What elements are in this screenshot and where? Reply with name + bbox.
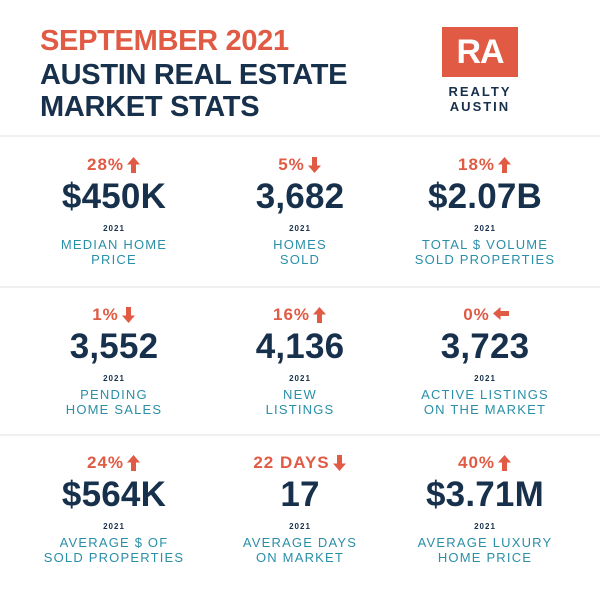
change-value: 1% <box>92 305 119 324</box>
stat-label-line-2: SOLD PROPERTIES <box>414 252 556 267</box>
arrow-up-icon <box>497 156 512 174</box>
change-indicator: 22 DAYS <box>200 453 400 473</box>
stat-card: 0% 3,723 2021 ACTIVE LISTINGS ON THE MARKET <box>385 288 585 438</box>
stat-label-line-2: LISTINGS <box>265 402 335 417</box>
stat-value: $564K <box>61 475 167 514</box>
stat-label-line-1: ACTIVE LISTINGS <box>421 387 549 402</box>
divider <box>0 286 600 288</box>
divider <box>0 135 600 137</box>
stat-card: 18% $2.07B 2021 TOTAL $ VOLUME SOLD PROPERTI… <box>385 138 585 288</box>
stat-label-line-1: PENDING <box>80 387 148 402</box>
stat-year: 2021 <box>289 522 311 531</box>
change-value: 22 DAYS <box>253 453 330 472</box>
stat-card: 1% 3,552 2021 PENDING HOME SALES <box>14 288 214 438</box>
change-value: 18% <box>457 155 496 174</box>
stat-label-line-1: NEW <box>283 387 317 402</box>
change-indicator: 1% <box>14 305 214 325</box>
stat-value: $450K <box>61 177 167 216</box>
stat-year: 2021 <box>289 224 311 233</box>
stat-label: TOTAL $ VOLUME SOLD PROPERTIES <box>385 237 585 267</box>
title-line-3: MARKET STATS <box>40 91 260 123</box>
stat-label-line-1: AVERAGE LUXURY <box>417 535 553 550</box>
stat-value: 17 <box>280 475 320 514</box>
stat-value: 4,136 <box>255 327 345 366</box>
stat-label: ACTIVE LISTINGS ON THE MARKET <box>385 387 585 417</box>
arrow-up-icon <box>497 454 512 472</box>
change-value: 5% <box>278 155 305 174</box>
title-month: SEPTEMBER 2021 <box>40 25 289 57</box>
stat-label: PENDING HOME SALES <box>14 387 214 417</box>
stat-label: AVERAGE $ OF SOLD PROPERTIES <box>14 535 214 565</box>
arrow-up-icon <box>312 306 327 324</box>
stat-label-line-1: AVERAGE DAYS <box>242 535 358 550</box>
arrow-up-icon <box>126 454 141 472</box>
arrow-left-icon <box>492 306 509 324</box>
arrow-up-icon <box>126 156 141 174</box>
change-value: 24% <box>86 453 125 472</box>
change-value: 0% <box>463 305 490 324</box>
realty-austin-logo: RA <box>442 27 518 77</box>
stat-card: 22 DAYS 17 2021 AVERAGE DAYS ON MARKET <box>200 436 400 586</box>
stat-card: 16% 4,136 2021 NEW LISTINGS <box>200 288 400 438</box>
stat-card: 28% $450K 2021 MEDIAN HOME PRICE <box>14 138 214 288</box>
stat-label: AVERAGE DAYS ON MARKET <box>200 535 400 565</box>
change-indicator: 0% <box>385 305 585 325</box>
stat-value: $2.07B <box>427 177 543 216</box>
stat-label: MEDIAN HOME PRICE <box>14 237 214 267</box>
change-indicator: 18% <box>385 155 585 175</box>
change-indicator: 40% <box>385 453 585 473</box>
stat-label-line-2: HOME PRICE <box>437 550 533 565</box>
stat-label: HOMES SOLD <box>200 237 400 267</box>
header: SEPTEMBER 2021 AUSTIN REAL ESTATE MARKET… <box>0 0 600 136</box>
logo-text-austin: AUSTIN <box>449 99 511 114</box>
divider <box>0 434 600 436</box>
change-indicator: 16% <box>200 305 400 325</box>
stat-year: 2021 <box>289 374 311 383</box>
stat-label-line-2: ON MARKET <box>255 550 345 565</box>
logo-text-realty: REALTY <box>448 84 512 99</box>
stat-year: 2021 <box>103 374 125 383</box>
stat-value: 3,552 <box>69 327 159 366</box>
stat-label-line-2: SOLD PROPERTIES <box>43 550 185 565</box>
change-indicator: 24% <box>14 453 214 473</box>
stat-year: 2021 <box>474 374 496 383</box>
stat-label-line-1: HOMES <box>273 237 327 252</box>
stat-label-line-1: AVERAGE $ OF <box>59 535 169 550</box>
stat-card: 24% $564K 2021 AVERAGE $ OF SOLD PROPERTIES <box>14 436 214 586</box>
stat-value: 3,682 <box>255 177 345 216</box>
change-value: 28% <box>86 155 125 174</box>
stat-year: 2021 <box>103 224 125 233</box>
change-value: 16% <box>272 305 311 324</box>
stat-label-line-2: HOME SALES <box>65 402 163 417</box>
stat-label-line-2: PRICE <box>91 252 137 267</box>
stat-label: AVERAGE LUXURY HOME PRICE <box>385 535 585 565</box>
stat-year: 2021 <box>103 522 125 531</box>
arrow-down-icon <box>332 454 347 472</box>
change-indicator: 28% <box>14 155 214 175</box>
stat-card: 40% $3.71M 2021 AVERAGE LUXURY HOME PRICE <box>385 436 585 586</box>
stat-value: $3.71M <box>426 475 544 514</box>
stat-label: NEW LISTINGS <box>200 387 400 417</box>
logo-letters: RA <box>456 32 504 71</box>
title-line-2: AUSTIN REAL ESTATE <box>40 59 348 91</box>
arrow-down-icon <box>121 306 136 324</box>
stat-label-line-2: ON THE MARKET <box>423 402 547 417</box>
stat-label-line-1: TOTAL $ VOLUME <box>421 237 549 252</box>
stat-label-line-1: MEDIAN HOME <box>60 237 168 252</box>
stat-value: 3,723 <box>440 327 530 366</box>
change-value: 40% <box>457 453 496 472</box>
stat-year: 2021 <box>474 522 496 531</box>
arrow-down-icon <box>307 156 322 174</box>
stat-year: 2021 <box>474 224 496 233</box>
stat-card: 5% 3,682 2021 HOMES SOLD <box>200 138 400 288</box>
change-indicator: 5% <box>200 155 400 175</box>
stat-label-line-2: SOLD <box>279 252 321 267</box>
